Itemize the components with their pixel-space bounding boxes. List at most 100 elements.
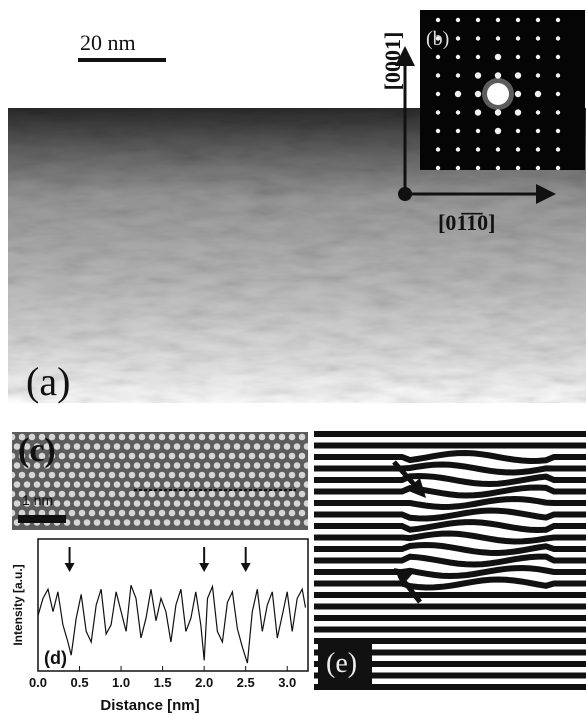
lattice-atom: [213, 443, 221, 450]
lattice-atom: [128, 452, 136, 460]
lattice-atom: [93, 519, 101, 526]
lattice-atom: [13, 462, 21, 469]
lattice-image-panel-c: [12, 432, 308, 530]
diffraction-spot: [455, 147, 461, 152]
lattice-atom: [123, 462, 131, 469]
lattice-atom: [138, 433, 146, 441]
lattice-atom: [108, 509, 116, 517]
diffraction-spot: [455, 128, 461, 134]
lattice-atom: [273, 462, 281, 469]
lattice-atom: [198, 452, 206, 460]
lattice-atom: [108, 433, 116, 441]
lattice-atom: [268, 509, 276, 517]
lattice-atom: [278, 452, 286, 460]
lattice-atom: [48, 433, 56, 441]
fringe-line: [314, 461, 586, 476]
lattice-atom: [288, 509, 296, 517]
lattice-atom: [83, 443, 91, 450]
diffraction-spot: [515, 165, 521, 170]
x-tick-label: 1.5: [154, 675, 172, 690]
lattice-atom: [88, 452, 96, 460]
diffraction-spot: [474, 90, 482, 98]
lattice-atom: [88, 471, 96, 479]
lattice-atom: [33, 462, 41, 469]
lattice-atom: [58, 471, 66, 479]
lattice-atom: [153, 443, 161, 450]
lattice-atom: [183, 443, 191, 450]
diffraction-spot: [455, 165, 461, 170]
diffraction-spot: [475, 36, 481, 41]
lattice-atom: [118, 471, 126, 479]
intensity-profile-plot: 0.0 0.5 1.0 1.5 2.0 2.5 3.0 Distance [nm] Inte…: [11, 538, 309, 714]
lattice-atom: [153, 500, 161, 507]
fringe-line: [314, 484, 586, 499]
diffraction-spot: [435, 147, 441, 152]
lattice-atom: [158, 509, 166, 517]
lattice-atom: [38, 490, 46, 498]
scale-bar-label-a: 20 nm: [80, 30, 136, 55]
diffraction-spot: [535, 17, 541, 23]
lattice-atom: [128, 509, 136, 517]
lattice-atom: [163, 519, 171, 526]
lattice-atom: [258, 471, 266, 479]
lattice-atom: [173, 443, 181, 450]
lattice-atom: [83, 462, 91, 469]
lattice-atom: [108, 490, 116, 498]
lattice-atom: [53, 481, 61, 488]
lattice-atom: [33, 500, 41, 507]
lattice-atom: [103, 462, 111, 469]
lattice-atom: [288, 471, 296, 479]
lattice-atom: [103, 443, 111, 450]
lattice-atom: [278, 490, 286, 498]
lattice-atom: [263, 443, 271, 450]
diffraction-spot: [474, 72, 482, 79]
lattice-atom: [203, 443, 211, 450]
lattice-atom: [263, 500, 271, 507]
lattice-atom: [38, 471, 46, 479]
lattice-atom: [293, 443, 301, 450]
arrow-upper: [392, 460, 426, 498]
lattice-atom: [273, 519, 281, 526]
fringe-line: [314, 564, 586, 580]
diffraction-spot: [555, 36, 561, 41]
lattice-atom: [198, 433, 206, 441]
lattice-atom: [183, 519, 191, 526]
fringe-line: [314, 541, 586, 557]
lattice-atom: [303, 443, 308, 450]
lattice-atom: [188, 433, 196, 441]
diffraction-spot: [535, 165, 541, 170]
fringe-line: [314, 553, 586, 568]
lattice-atom: [123, 443, 131, 450]
lattice-atom: [258, 452, 266, 460]
lattice-atom: [18, 433, 26, 441]
lattice-atom: [243, 519, 251, 526]
lattice-atom: [23, 481, 31, 488]
diffraction-spot: [475, 147, 481, 152]
lattice-atom: [163, 481, 171, 488]
fringe-line: [314, 530, 586, 545]
axis-origin-dot: [398, 187, 412, 201]
lattice-atom: [128, 490, 136, 498]
lattice-atom: [163, 500, 171, 507]
lattice-atom: [28, 509, 36, 517]
lattice-atom: [12, 509, 16, 517]
lattice-atom: [113, 519, 121, 526]
lattice-atom: [23, 500, 31, 507]
lattice-atom: [183, 481, 191, 488]
lattice-atom: [183, 500, 191, 507]
lattice-atom: [18, 452, 26, 460]
x-axis-label: Distance [nm]: [100, 697, 199, 714]
lattice-atom: [33, 443, 41, 450]
lattice-atom: [68, 452, 76, 460]
lattice-atom: [213, 462, 221, 469]
lattice-atom: [123, 519, 131, 526]
lattice-atom: [73, 519, 81, 526]
lattice-atom: [198, 490, 206, 498]
diffraction-spot: [514, 109, 522, 116]
lattice-atom: [158, 490, 166, 498]
lattice-atom: [78, 509, 86, 517]
lattice-atom: [193, 519, 201, 526]
lattice-atom: [188, 471, 196, 479]
fringe-line: [314, 507, 586, 522]
lattice-atom: [243, 462, 251, 469]
